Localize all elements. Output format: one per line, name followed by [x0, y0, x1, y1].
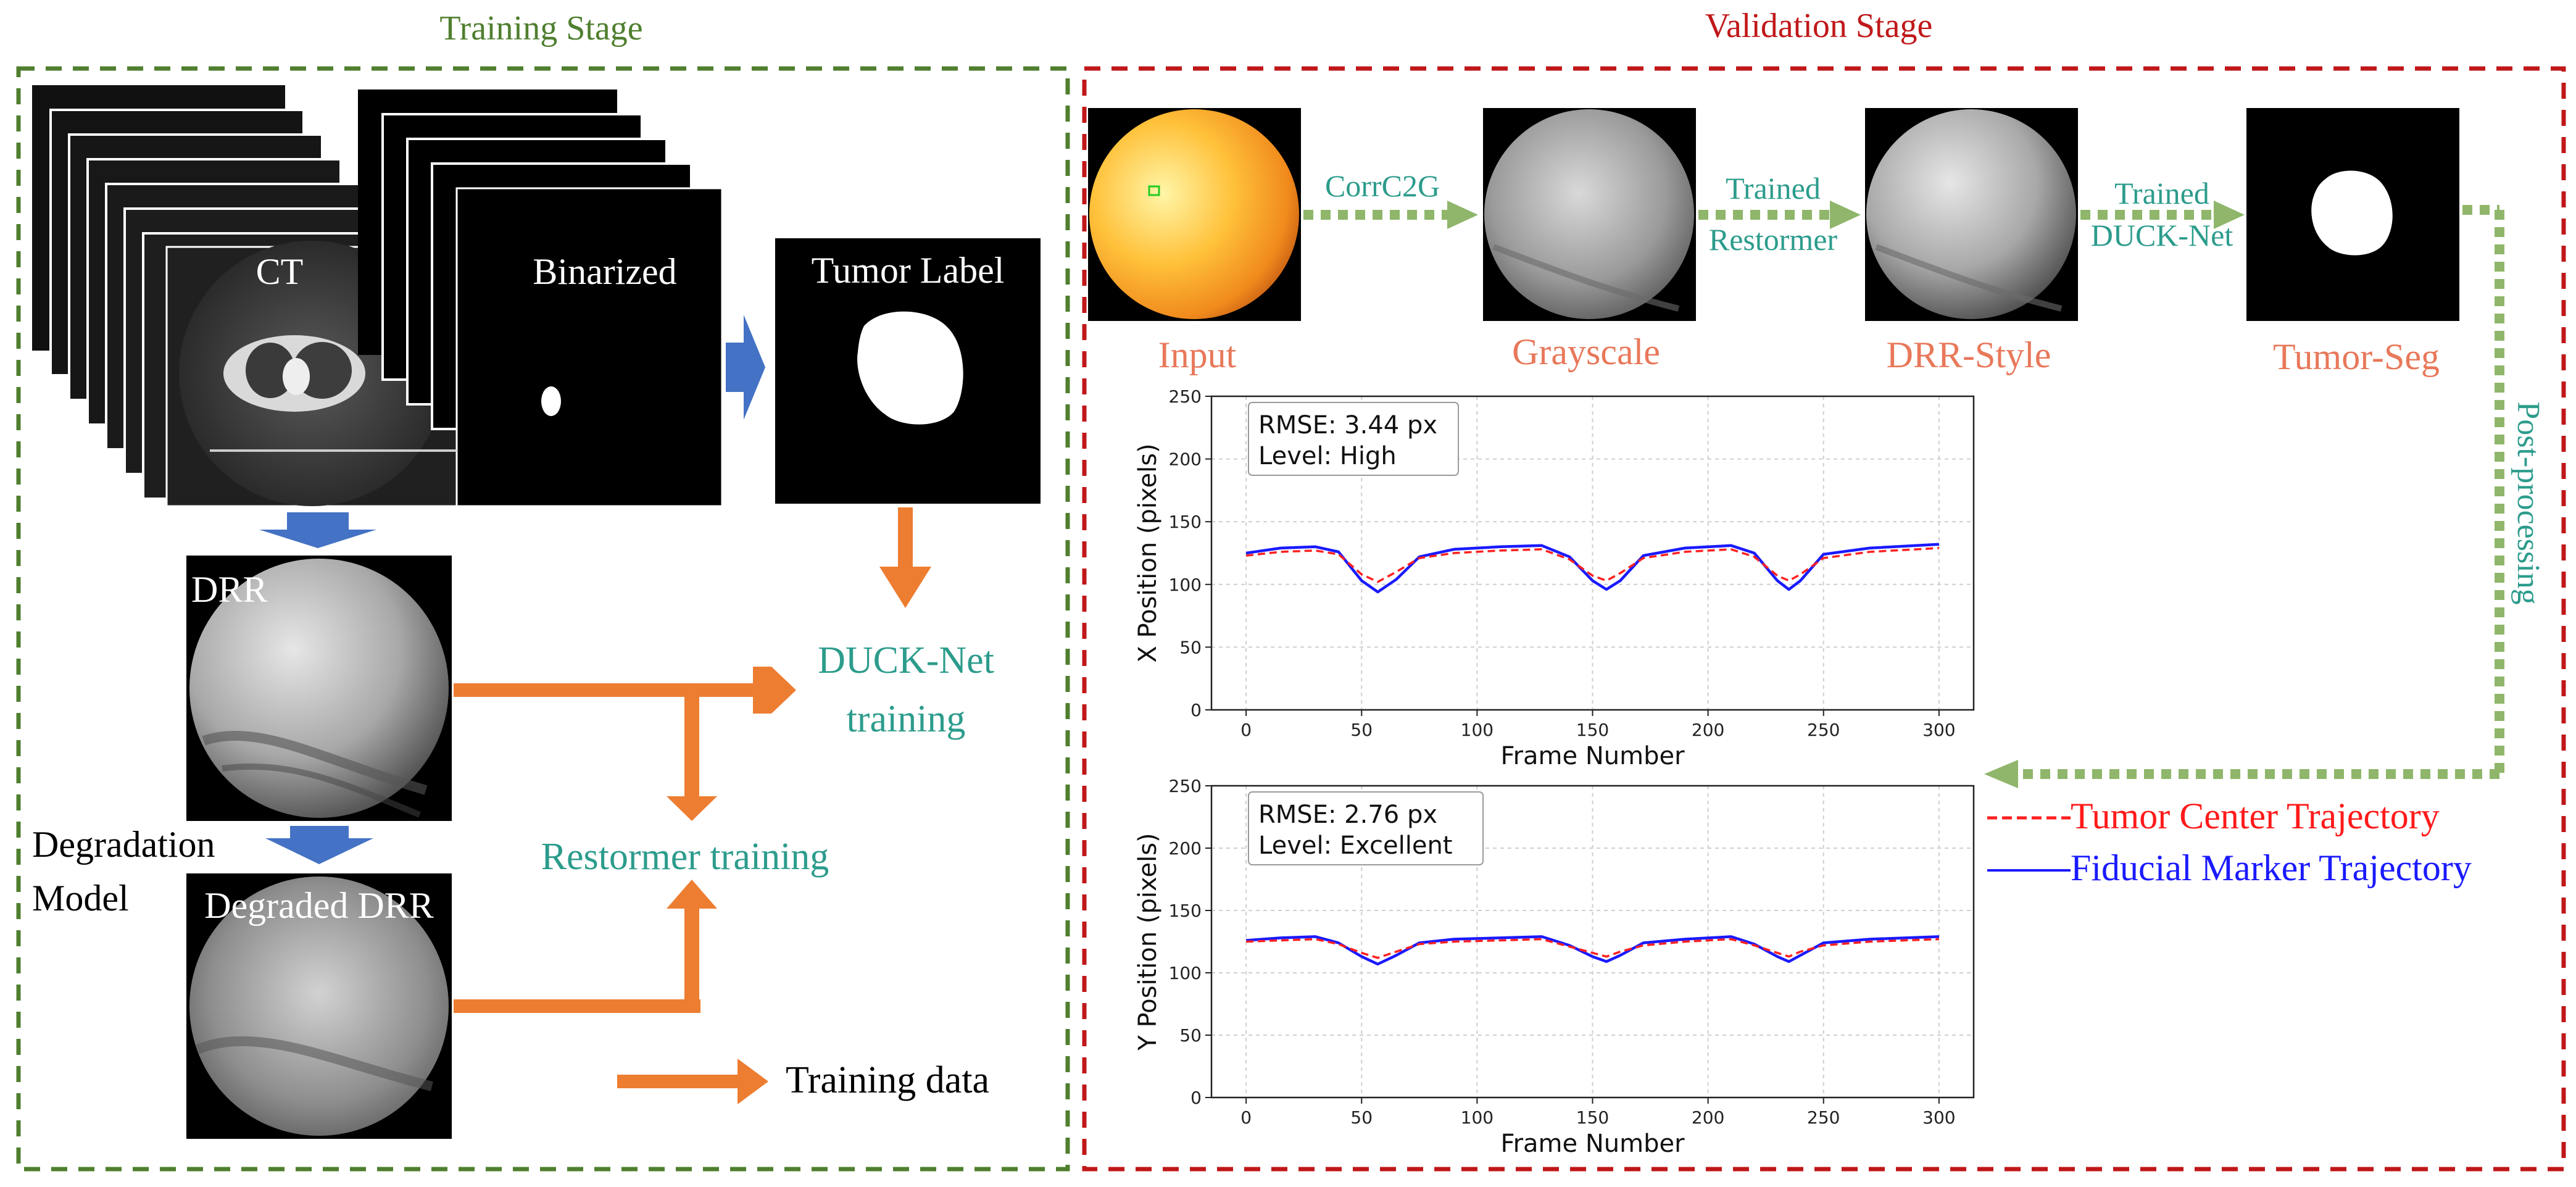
x-tick-label: 200	[1692, 1107, 1724, 1128]
degraded-drr-label: Degraded DRR	[204, 885, 434, 926]
drr-label: DRR	[191, 569, 267, 610]
ct-label: CT	[256, 251, 304, 292]
y-tick-label: 0	[1190, 700, 1202, 720]
training-stage-border	[16, 66, 1070, 1172]
grayscale-label: Grayscale	[1512, 331, 1660, 372]
validation-flow-arrows	[1303, 201, 2504, 788]
y-tick-label: 150	[1169, 901, 1202, 921]
validation-stage: Validation Stage Input Grayscale DRR-Sty…	[1082, 7, 2566, 1172]
training-stage-title: Training Stage	[439, 9, 642, 48]
tumor-seg-mask	[2311, 170, 2393, 256]
step-trained-ducknet-1: Trained	[2114, 176, 2209, 210]
trajectory-legend: Tumor Center Trajectory Fiducial Marker …	[1987, 796, 2472, 888]
y-tick-label: 50	[1179, 1025, 1202, 1046]
x-tick-label: 200	[1692, 720, 1724, 740]
level-annotation: Level: Excellent	[1258, 831, 1453, 860]
x-tick-label: 50	[1350, 720, 1373, 740]
level-annotation: Level: High	[1258, 442, 1397, 470]
x-tick-label: 100	[1461, 720, 1494, 740]
step-trained-restormer-1: Trained	[1726, 171, 1821, 206]
y-tick-label: 200	[1169, 838, 1202, 859]
step-corrc2g: CorrC2G	[1325, 169, 1440, 203]
x-tick-label: 0	[1240, 720, 1252, 740]
ct-slice-image	[210, 335, 457, 452]
x-tick-label: 150	[1576, 720, 1609, 740]
binarized-tumor-blob	[541, 386, 561, 416]
post-processing-label: Post-processing	[2511, 401, 2546, 604]
x-tick-label: 150	[1576, 1107, 1609, 1128]
x-tick-label: 50	[1350, 1107, 1373, 1128]
drr-to-degraded-arrow	[265, 826, 373, 864]
y-tick-label: 250	[1169, 776, 1202, 796]
y-axis-label: Y Position (pixels)	[1134, 833, 1162, 1051]
rmse-annotation-box	[1248, 402, 1459, 476]
y-tick-label: 200	[1169, 449, 1202, 470]
training-stage: Training Stage	[16, 9, 1070, 1172]
x-tick-label: 300	[1922, 1107, 1955, 1128]
tumor-center-series	[1246, 938, 1939, 959]
validation-stage-border	[1082, 66, 2566, 1172]
rmse-annotation: RMSE: 3.44 px	[1258, 411, 1437, 439]
x-tick-label: 100	[1461, 1107, 1494, 1128]
tumor-label-mask	[857, 311, 963, 425]
ct-stack	[32, 85, 723, 507]
ct-to-drr-arrow	[259, 512, 376, 548]
binarized-to-tumor-arrow	[726, 315, 765, 420]
validation-stage-title: Validation Stage	[1705, 7, 1933, 45]
y-tick-label: 0	[1190, 1088, 1202, 1108]
x-tick-label: 300	[1922, 720, 1955, 740]
input-label: Input	[1158, 335, 1237, 375]
drr-style-label: DRR-Style	[1887, 335, 2051, 375]
legend-fiducial-label: Fiducial Marker Trajectory	[2071, 848, 2472, 888]
tumor-label-caption: Tumor Label	[812, 250, 1005, 291]
degradation-model-line1: Degradation	[32, 824, 215, 865]
y-tick-label: 250	[1169, 386, 1202, 407]
rmse-annotation: RMSE: 2.76 px	[1258, 801, 1437, 829]
training-data-legend-label: Training data	[786, 1059, 989, 1101]
duck-net-training-line2: training	[847, 698, 966, 740]
training-flow-arrows	[454, 507, 931, 1104]
x-tick-label: 0	[1240, 1107, 1252, 1128]
legend-tumor-label: Tumor Center Trajectory	[2071, 796, 2440, 836]
y-tick-label: 150	[1169, 512, 1202, 532]
y-tick-label: 100	[1169, 575, 1202, 595]
fiducial-marker-series	[1245, 543, 1940, 594]
tumor-seg-label: Tumor-Seg	[2273, 336, 2440, 377]
x-tick-label: 250	[1807, 720, 1840, 740]
tumor-center-series	[1245, 547, 1939, 583]
step-trained-ducknet-2: DUCK-Net	[2091, 218, 2233, 252]
y-tick-label: 100	[1169, 963, 1202, 983]
x-axis-label: Frame Number	[1500, 742, 1685, 770]
x-position-chart: 0 50 100 150 200 250 0 50 100 150 200 250 300 Frame N…	[1134, 386, 1975, 770]
fiducial-marker-series	[1245, 935, 1939, 966]
x-axis-label: Frame Number	[1500, 1130, 1685, 1158]
x-tick-label: 250	[1807, 1107, 1840, 1128]
duck-net-training-line1: DUCK-Net	[818, 639, 994, 681]
binarized-label: Binarized	[533, 251, 676, 292]
restormer-training-label: Restormer training	[541, 836, 829, 878]
rmse-annotation-box	[1248, 791, 1484, 865]
y-axis-label: X Position (pixels)	[1134, 443, 1162, 662]
degradation-model-line2: Model	[32, 878, 129, 918]
y-position-chart: 0 50 100 150 200 250 0 50 100 150 200 250 300 Frame N…	[1134, 776, 1975, 1158]
step-trained-restormer-2: Restormer	[1709, 222, 1838, 257]
y-tick-label: 50	[1179, 637, 1202, 657]
